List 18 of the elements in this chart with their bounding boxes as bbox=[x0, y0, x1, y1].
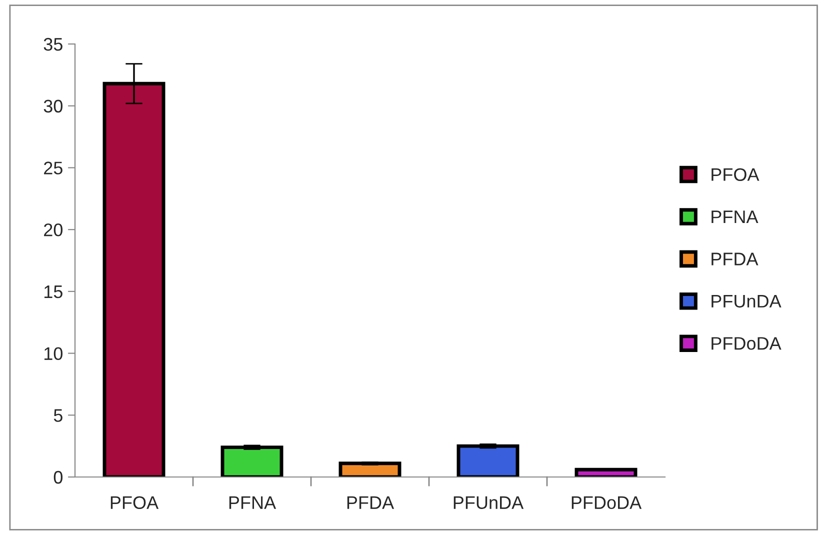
y-tick-label: 15 bbox=[44, 286, 62, 298]
x-tick-label: PFDA bbox=[347, 496, 394, 509]
y-tick-label: 35 bbox=[44, 38, 62, 51]
y-tick-label: 25 bbox=[44, 162, 62, 174]
x-tick-label: PFDoDA bbox=[572, 496, 642, 510]
y-tick-label: 10 bbox=[44, 347, 62, 360]
y-tick-label: 30 bbox=[44, 100, 62, 113]
legend-label: PFNA bbox=[712, 210, 758, 224]
x-tick-label: PFOA bbox=[110, 496, 159, 510]
legend-label: PFOA bbox=[712, 168, 760, 181]
legend-label: PFUnDA bbox=[712, 295, 782, 308]
x-tick-label: PFNA bbox=[229, 496, 276, 509]
legend-label: PFDoDA bbox=[712, 337, 782, 350]
legend-label: PFDA bbox=[712, 252, 758, 266]
y-tick-label: 0 bbox=[54, 470, 62, 484]
y-tick-label: 20 bbox=[44, 224, 62, 236]
y-tick-label: 5 bbox=[54, 409, 62, 422]
x-tick-label: PFUnDA bbox=[454, 496, 524, 510]
